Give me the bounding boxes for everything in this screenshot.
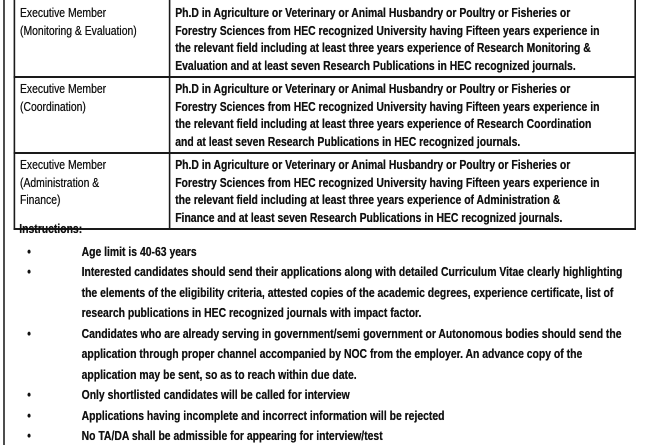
- position-title: Executive Member (Administration & Finance…: [13, 152, 171, 230]
- instruction-item: • Candidates who are already serving in g…: [19, 324, 622, 386]
- position-title-line: Executive Member: [20, 81, 107, 96]
- instruction-line: research publications in HEC recognized …: [81, 305, 422, 320]
- requirement-line: Evaluation and at least seven Research P…: [175, 57, 576, 73]
- instruction-item: • Interested candidates should send their…: [19, 262, 622, 324]
- requirement-line: Finance and at least seven Research Publ…: [175, 209, 563, 225]
- instruction-line: No TA/DA shall be admissible for appeari…: [81, 428, 383, 443]
- position-title-line: (Administration &: [20, 174, 100, 190]
- bullet-icon: •: [27, 243, 31, 259]
- instruction-line: Only shortlisted candidates will be call…: [81, 387, 350, 402]
- requirement-line: the relevant field including at least th…: [175, 116, 592, 131]
- position-row: Executive Member (Administration & Finance…: [13, 152, 637, 230]
- bullet-icon: •: [27, 387, 31, 402]
- instruction-line: application may be sent, so as to reach …: [81, 366, 357, 382]
- instruction-item: • Applications having incomplete and inco…: [19, 406, 622, 427]
- requirement-line: and at least seven Research Publications…: [175, 133, 521, 149]
- requirement-line: the relevant field including at least th…: [175, 40, 591, 55]
- instructions-list: • Age limit is 40-63 years • Interested can…: [19, 242, 622, 447]
- instructions-section: Instructions: • Age limit is 40-63 years •…: [19, 219, 622, 447]
- position-title: Executive Member (Coordination): [13, 76, 171, 154]
- requirement-line: Ph.D in Agriculture or Veterinary or Ani…: [175, 5, 571, 20]
- requirement-line: Forestry Sciences from HEC recognized Un…: [175, 22, 600, 38]
- position-title-line: Executive Member: [20, 157, 107, 172]
- instruction-line: the elements of the eligibility criteria…: [81, 284, 614, 300]
- instructions-title: Instructions:: [19, 221, 83, 236]
- requirement-line: the relevant field including at least th…: [175, 192, 561, 207]
- instruction-line: Applications having incomplete and incor…: [81, 407, 445, 423]
- requirement-line: Forestry Sciences from HEC recognized Un…: [175, 98, 600, 114]
- position-title-line: Finance): [20, 192, 61, 207]
- position-requirements: Ph.D in Agriculture or Veterinary or Ani…: [168, 0, 637, 78]
- positions-table: Executive Member (Monitoring & Evaluation…: [13, 0, 637, 230]
- requirement-line: Ph.D in Agriculture or Veterinary or Ani…: [175, 81, 571, 96]
- instruction-line: application through proper channel accom…: [81, 346, 583, 361]
- bullet-icon: •: [27, 407, 31, 423]
- instruction-line: Interested candidates should send their …: [81, 264, 623, 279]
- instruction-item: • No TA/DA shall be admissible for appear…: [19, 426, 622, 447]
- page-border: [3, 0, 5, 445]
- position-title-line: Executive Member: [20, 5, 107, 20]
- instruction-line: Age limit is 40-63 years: [81, 243, 197, 259]
- instruction-item: • Only shortlisted candidates will be cal…: [19, 385, 622, 406]
- position-title-line: (Coordination): [20, 98, 86, 114]
- requirement-line: Ph.D in Agriculture or Veterinary or Ani…: [175, 157, 571, 172]
- instruction-line: Candidates who are already serving in go…: [81, 325, 622, 341]
- bullet-icon: •: [27, 264, 31, 279]
- position-title-line: (Monitoring & Evaluation): [20, 22, 137, 38]
- bullet-icon: •: [27, 428, 31, 443]
- instruction-item: • Age limit is 40-63 years: [19, 242, 622, 263]
- position-row: Executive Member (Monitoring & Evaluation…: [13, 0, 637, 78]
- position-title: Executive Member (Monitoring & Evaluation…: [13, 0, 171, 78]
- position-requirements: Ph.D in Agriculture or Veterinary or Ani…: [168, 76, 637, 154]
- requirement-line: Forestry Sciences from HEC recognized Un…: [175, 174, 600, 190]
- position-row: Executive Member (Coordination) Ph.D in Ag…: [13, 76, 637, 154]
- bullet-icon: •: [27, 325, 31, 341]
- position-requirements: Ph.D in Agriculture or Veterinary or Ani…: [168, 152, 637, 230]
